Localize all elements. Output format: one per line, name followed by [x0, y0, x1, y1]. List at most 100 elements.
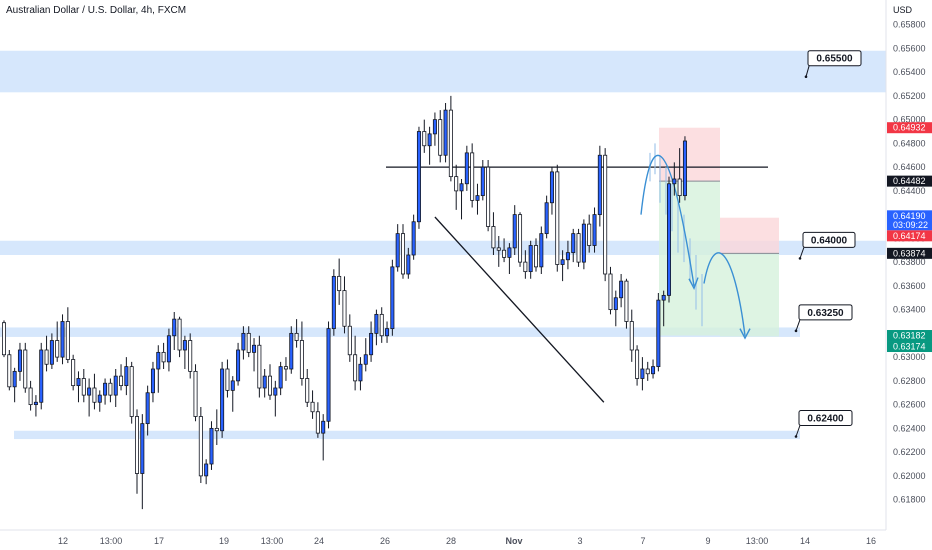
candle[interactable]: [363, 338, 368, 372]
candle[interactable]: [97, 390, 102, 412]
candle[interactable]: [470, 143, 475, 208]
candle[interactable]: [560, 250, 565, 282]
candle[interactable]: [400, 224, 405, 279]
candle[interactable]: [140, 414, 145, 510]
candle[interactable]: [677, 148, 682, 203]
candle[interactable]: [103, 378, 108, 405]
candle[interactable]: [321, 414, 326, 461]
candle[interactable]: [353, 335, 358, 391]
candle[interactable]: [337, 258, 342, 305]
candle[interactable]: [283, 357, 288, 381]
candle[interactable]: [246, 326, 251, 358]
candle[interactable]: [294, 319, 299, 348]
candle[interactable]: [150, 361, 155, 403]
candle[interactable]: [60, 314, 65, 365]
candle[interactable]: [7, 350, 12, 391]
candle[interactable]: [12, 367, 17, 403]
candle[interactable]: [592, 207, 597, 253]
candle[interactable]: [241, 326, 246, 360]
candle[interactable]: [395, 224, 400, 272]
support-resistance-zone[interactable]: [14, 430, 800, 440]
candle[interactable]: [385, 321, 390, 343]
candle[interactable]: [651, 359, 656, 379]
candle[interactable]: [161, 342, 166, 369]
candle[interactable]: [273, 380, 278, 417]
candle[interactable]: [432, 112, 437, 146]
candle[interactable]: [267, 364, 272, 400]
candle[interactable]: [475, 183, 480, 215]
candle[interactable]: [406, 247, 411, 279]
candle[interactable]: [416, 126, 421, 229]
candle[interactable]: [464, 145, 469, 191]
candle[interactable]: [17, 342, 22, 381]
candle[interactable]: [539, 226, 544, 275]
candle[interactable]: [534, 238, 539, 272]
candle[interactable]: [629, 309, 634, 362]
candle[interactable]: [39, 342, 44, 410]
candle[interactable]: [661, 290, 666, 327]
candle[interactable]: [257, 335, 262, 398]
candle[interactable]: [624, 278, 629, 329]
candle[interactable]: [555, 164, 560, 272]
candle[interactable]: [315, 402, 320, 438]
candle[interactable]: [459, 179, 464, 220]
take-profit-area[interactable]: [720, 253, 779, 337]
candle[interactable]: [71, 354, 76, 391]
stop-loss-area[interactable]: [659, 127, 720, 182]
candle[interactable]: [124, 357, 129, 396]
candle[interactable]: [379, 307, 384, 343]
candle[interactable]: [587, 214, 592, 253]
candle[interactable]: [682, 136, 687, 201]
support-resistance-zone[interactable]: [0, 327, 800, 337]
candle[interactable]: [507, 243, 512, 274]
candle[interactable]: [608, 266, 613, 315]
candle[interactable]: [448, 95, 453, 182]
price-callout[interactable]: 0.62400: [794, 410, 853, 438]
candle[interactable]: [374, 309, 379, 346]
candle[interactable]: [230, 376, 235, 412]
candle[interactable]: [108, 378, 113, 403]
candle[interactable]: [81, 369, 86, 403]
candle[interactable]: [342, 276, 347, 334]
candle[interactable]: [278, 361, 283, 396]
candle[interactable]: [491, 212, 496, 255]
stop-loss-area[interactable]: [720, 217, 779, 254]
candle[interactable]: [204, 459, 209, 485]
candle[interactable]: [225, 359, 230, 398]
candle[interactable]: [576, 228, 581, 267]
candle[interactable]: [565, 240, 570, 270]
candle[interactable]: [645, 361, 650, 381]
candle[interactable]: [427, 126, 432, 165]
support-resistance-zone[interactable]: [0, 50, 886, 93]
candle[interactable]: [480, 160, 485, 201]
candle[interactable]: [326, 321, 331, 429]
candle[interactable]: [220, 361, 225, 438]
candle[interactable]: [262, 369, 267, 398]
candle[interactable]: [44, 335, 49, 372]
candle[interactable]: [603, 148, 608, 282]
candle[interactable]: [172, 312, 177, 350]
candle[interactable]: [87, 378, 92, 417]
candle[interactable]: [496, 236, 501, 267]
candle[interactable]: [597, 145, 602, 227]
candle[interactable]: [640, 357, 645, 391]
candle[interactable]: [656, 293, 661, 372]
candle[interactable]: [518, 212, 523, 267]
candle[interactable]: [528, 240, 533, 279]
candle[interactable]: [549, 167, 554, 215]
candle[interactable]: [411, 214, 416, 260]
candle[interactable]: [523, 250, 528, 279]
candle[interactable]: [129, 361, 134, 424]
candle[interactable]: [119, 364, 124, 391]
candle[interactable]: [454, 164, 459, 210]
candle[interactable]: [305, 369, 310, 407]
candle[interactable]: [331, 269, 336, 336]
candle[interactable]: [347, 314, 352, 362]
candle[interactable]: [145, 385, 150, 436]
candle[interactable]: [422, 119, 427, 153]
candle[interactable]: [438, 110, 443, 163]
price-callout[interactable]: 0.63250: [794, 304, 853, 333]
candle[interactable]: [182, 335, 187, 369]
candle[interactable]: [28, 380, 33, 411]
